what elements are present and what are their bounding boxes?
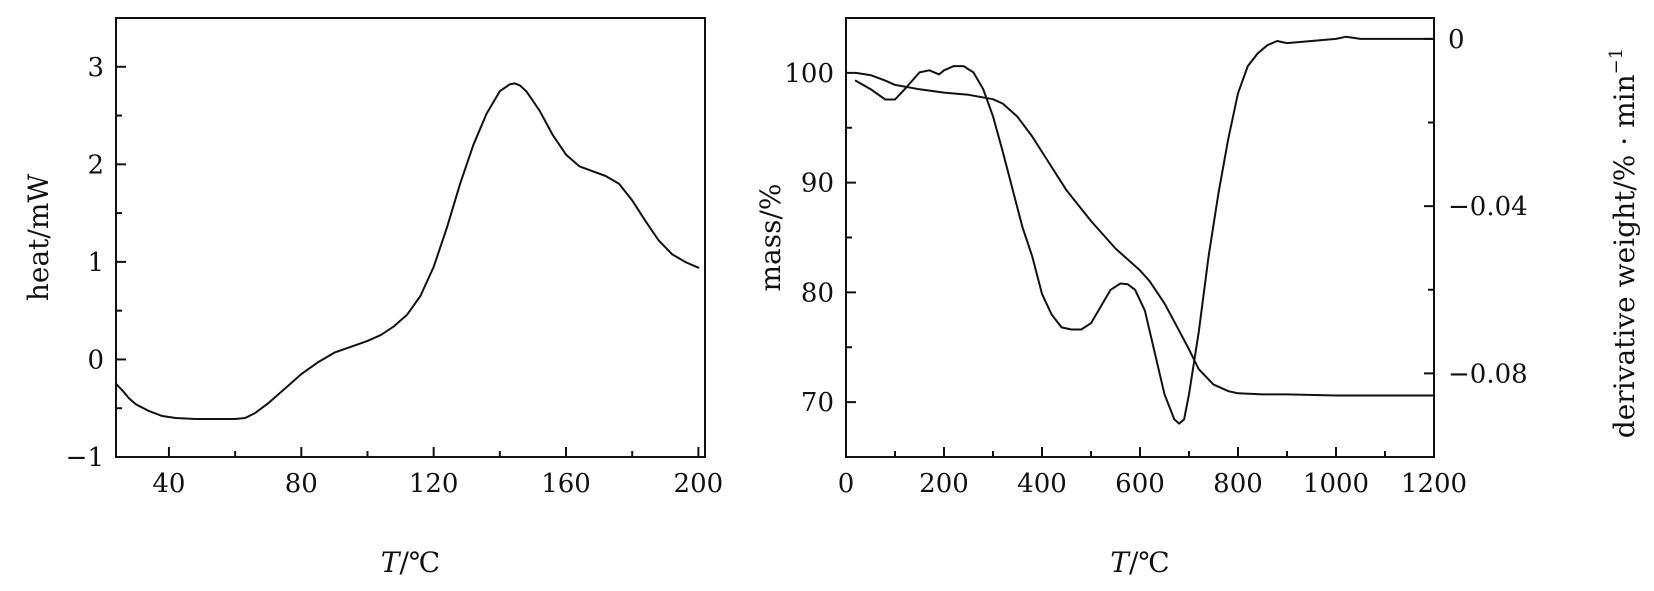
x-tick-label: 200 [674, 469, 724, 499]
x-tick-label: 600 [1115, 469, 1165, 499]
heat-flow-curve [115, 82, 700, 420]
dsc-chart: 40 80 120 160 200 −1 0 1 2 3 T/℃ heat/mW [22, 17, 724, 579]
y-tick-label: 90 [801, 169, 834, 199]
y2-axis-label-text: derivative weight/% · min [1608, 74, 1641, 438]
mass-curve [854, 71, 1435, 397]
y2-tick-label: −0.08 [1448, 359, 1528, 389]
x-tick-label: 160 [541, 469, 591, 499]
tga-chart: 0 200 400 600 800 1000 12007080901000−0.04−0.0… [754, 17, 1641, 579]
x-tick-label: 0 [838, 469, 855, 499]
y-tick-label: −1 [66, 443, 104, 473]
y-tick-label: 80 [801, 278, 834, 308]
y-tick-label: 100 [784, 59, 834, 89]
x-tick-label: 80 [285, 469, 318, 499]
x-tick-label: 800 [1213, 469, 1263, 499]
y2-tick-label: 0 [1448, 25, 1465, 55]
y2-axis-label: derivative weight/% · min−1 [1606, 48, 1641, 438]
plot-frame [845, 17, 1435, 458]
y-tick-label: 3 [87, 53, 104, 83]
y-tick-label: 70 [801, 388, 834, 418]
derivative-weight-curve [854, 35, 1435, 425]
x-tick-label: 1200 [1401, 469, 1467, 499]
x-axis-label: T/℃ [381, 546, 440, 579]
x-tick-label: 120 [409, 469, 459, 499]
x-axis-label: T/℃ [1110, 546, 1169, 579]
y-axis-label: mass/% [754, 183, 787, 291]
x-axis-variable: T [381, 546, 402, 579]
x-tick-label: 1000 [1303, 469, 1369, 499]
y-axis-label: heat/mW [22, 174, 55, 302]
y-tick-label: 1 [87, 248, 104, 278]
y-tick-label: 2 [87, 150, 104, 180]
plot-frame [115, 17, 706, 458]
y2-axis-label-superscript: −1 [1606, 48, 1627, 75]
y-tick-label: 0 [87, 345, 104, 375]
x-axis-variable: T [1110, 546, 1131, 579]
y2-tick-label: −0.04 [1448, 192, 1528, 222]
x-tick-label: 40 [152, 469, 185, 499]
x-axis-unit: /℃ [1129, 546, 1170, 579]
x-axis-unit: /℃ [399, 546, 440, 579]
x-tick-label: 200 [919, 469, 969, 499]
x-tick-label: 400 [1017, 469, 1067, 499]
